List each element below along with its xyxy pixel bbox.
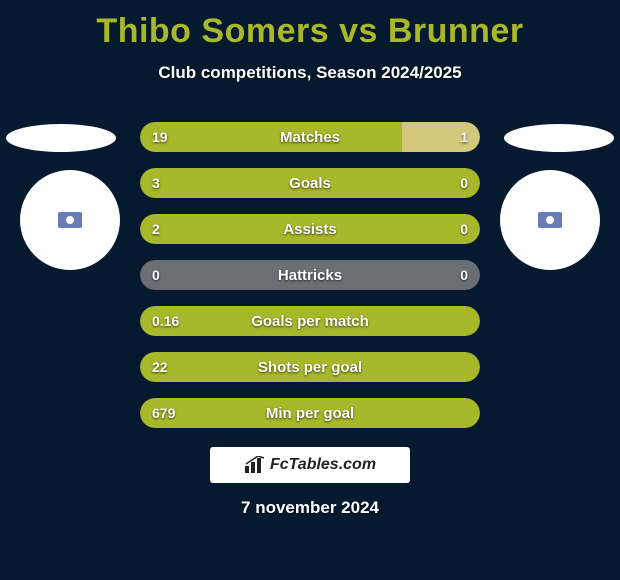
bar-label: Shots per goal	[140, 352, 480, 382]
bar-value-left: 679	[152, 398, 175, 428]
bar-value-left: 0	[152, 260, 160, 290]
date-label: 7 november 2024	[0, 498, 620, 518]
bar-row: Assists2 0	[140, 214, 480, 244]
bar-label: Goals per match	[140, 306, 480, 336]
player1-photo-placeholder	[20, 170, 120, 270]
bar-label: Goals	[140, 168, 480, 198]
placeholder-icon	[538, 212, 562, 228]
bar-label: Matches	[140, 122, 480, 152]
page-title: Thibo Somers vs Brunner	[0, 0, 620, 51]
bar-row: Shots per goal22	[140, 352, 480, 382]
bar-row: Hattricks0 0	[140, 260, 480, 290]
bar-row: Min per goal679	[140, 398, 480, 428]
bar-label: Hattricks	[140, 260, 480, 290]
bar-row: Goals3 0	[140, 168, 480, 198]
player2-photo-placeholder	[500, 170, 600, 270]
chart-icon	[244, 456, 266, 474]
comparison-chart: Matches191Goals30Assists20Hattricks00Goa…	[140, 122, 480, 444]
bar-row: Goals per match0.16	[140, 306, 480, 336]
bar-value-left: 22	[152, 352, 168, 382]
bar-value-left: 19	[152, 122, 168, 152]
bar-row: Matches19 1	[140, 122, 480, 152]
brand-text: FcTables.com	[270, 456, 376, 474]
player2-flag-placeholder	[504, 124, 614, 152]
subtitle: Club competitions, Season 2024/2025	[0, 63, 620, 83]
bar-label: Min per goal	[140, 398, 480, 428]
bar-label: Assists	[140, 214, 480, 244]
bar-value-right: 1	[460, 122, 468, 152]
bar-value-left: 0.16	[152, 306, 179, 336]
bar-value-left: 3	[152, 168, 160, 198]
bar-value-right: 0	[460, 214, 468, 244]
bar-value-right: 0	[460, 168, 468, 198]
bar-value-left: 2	[152, 214, 160, 244]
bar-value-right: 0	[460, 260, 468, 290]
placeholder-icon	[58, 212, 82, 228]
brand-logo: FcTables.com	[210, 447, 410, 483]
player1-flag-placeholder	[6, 124, 116, 152]
